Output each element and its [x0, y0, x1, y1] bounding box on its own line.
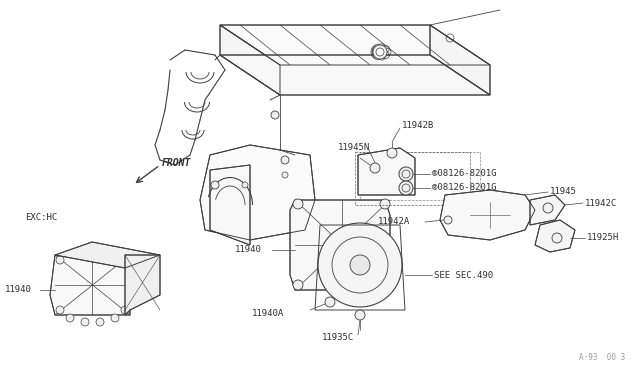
Polygon shape	[50, 255, 130, 315]
Circle shape	[387, 148, 397, 158]
Circle shape	[444, 216, 452, 224]
Text: B: B	[404, 185, 408, 191]
Circle shape	[355, 310, 365, 320]
Text: 11945N: 11945N	[338, 142, 371, 151]
Circle shape	[543, 203, 553, 213]
Circle shape	[271, 111, 279, 119]
Text: ®08126-8201G: ®08126-8201G	[432, 183, 497, 192]
Circle shape	[399, 181, 413, 195]
Polygon shape	[125, 255, 160, 315]
Circle shape	[242, 182, 248, 188]
Circle shape	[318, 223, 402, 307]
Text: 11940: 11940	[235, 246, 262, 254]
Polygon shape	[535, 220, 575, 252]
Text: 11935C: 11935C	[322, 333, 355, 341]
Polygon shape	[290, 200, 390, 290]
Polygon shape	[358, 148, 415, 195]
Circle shape	[350, 255, 370, 275]
Text: 11942B: 11942B	[402, 122, 435, 131]
Circle shape	[282, 172, 288, 178]
Text: 11940: 11940	[5, 285, 32, 295]
Circle shape	[380, 280, 390, 290]
Text: EXC:HC: EXC:HC	[25, 214, 57, 222]
Circle shape	[96, 318, 104, 326]
Polygon shape	[220, 25, 280, 95]
Polygon shape	[530, 195, 565, 225]
Text: 11942A: 11942A	[378, 218, 410, 227]
Circle shape	[293, 199, 303, 209]
Circle shape	[399, 167, 413, 181]
Circle shape	[211, 181, 219, 189]
Circle shape	[56, 306, 64, 314]
Text: 11945: 11945	[550, 187, 577, 196]
Circle shape	[373, 45, 387, 59]
Circle shape	[552, 233, 562, 243]
Text: B: B	[404, 171, 408, 177]
Text: 11940A: 11940A	[252, 308, 284, 317]
Text: SEE SEC.490: SEE SEC.490	[434, 270, 493, 279]
Polygon shape	[210, 165, 250, 245]
Polygon shape	[200, 145, 315, 240]
Circle shape	[293, 280, 303, 290]
Circle shape	[56, 256, 64, 264]
Polygon shape	[55, 242, 160, 268]
Polygon shape	[220, 25, 490, 65]
Circle shape	[81, 318, 89, 326]
Circle shape	[281, 156, 289, 164]
Text: A·93  00 3: A·93 00 3	[579, 353, 625, 362]
Circle shape	[370, 163, 380, 173]
Text: FRONT: FRONT	[162, 158, 191, 168]
Circle shape	[121, 306, 129, 314]
Circle shape	[325, 297, 335, 307]
Circle shape	[111, 314, 119, 322]
Text: ®08126-8201G: ®08126-8201G	[432, 170, 497, 179]
Text: 11925H: 11925H	[587, 234, 620, 243]
Polygon shape	[430, 25, 490, 95]
Circle shape	[66, 314, 74, 322]
Polygon shape	[220, 55, 490, 95]
Text: 11942C: 11942C	[585, 199, 617, 208]
Polygon shape	[440, 190, 535, 240]
Circle shape	[121, 256, 129, 264]
Circle shape	[380, 199, 390, 209]
